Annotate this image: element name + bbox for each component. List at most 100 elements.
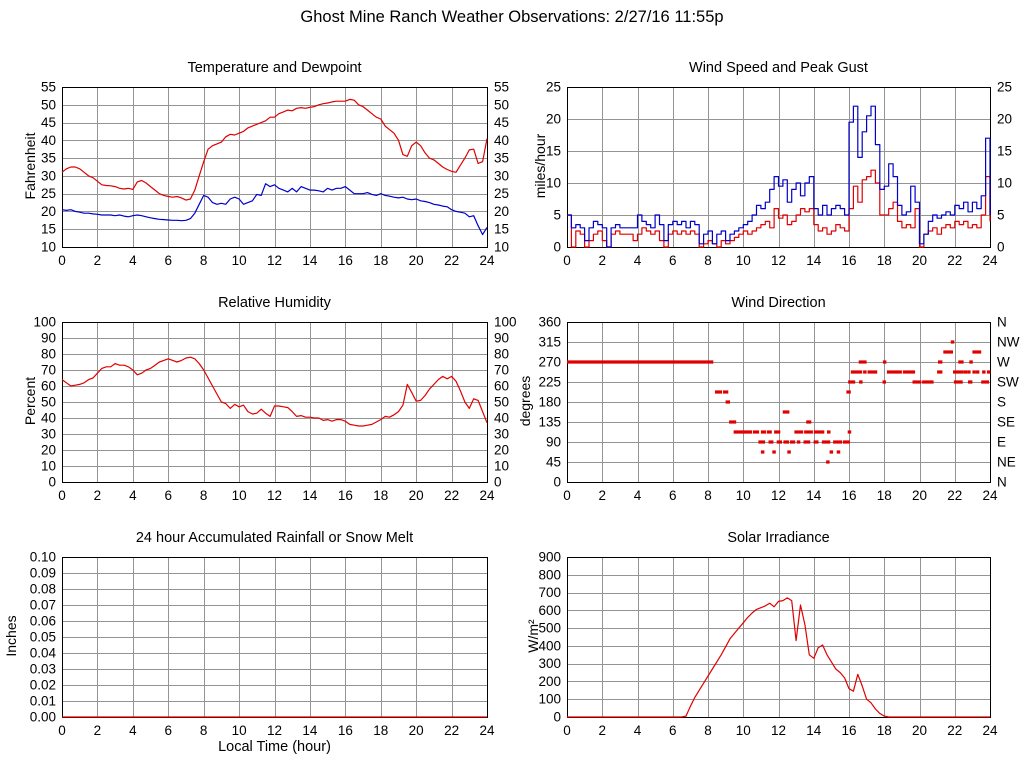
svg-text:8: 8 xyxy=(200,488,208,503)
svg-text:12: 12 xyxy=(771,253,786,268)
svg-text:18: 18 xyxy=(373,253,388,268)
svg-text:55: 55 xyxy=(41,80,56,95)
svg-text:6: 6 xyxy=(669,488,677,503)
svg-text:400: 400 xyxy=(538,638,561,653)
series-temperature xyxy=(61,98,488,201)
svg-text:2: 2 xyxy=(94,253,102,268)
svg-text:10: 10 xyxy=(736,253,751,268)
svg-text:60: 60 xyxy=(494,379,509,394)
svg-text:24: 24 xyxy=(982,253,998,268)
svg-text:60: 60 xyxy=(41,379,56,394)
svg-text:18: 18 xyxy=(877,253,892,268)
svg-text:0.09: 0.09 xyxy=(30,566,56,581)
svg-text:24: 24 xyxy=(479,488,495,503)
svg-text:6: 6 xyxy=(669,723,677,738)
series-wind-direction xyxy=(567,340,991,464)
svg-text:35: 35 xyxy=(41,151,56,166)
svg-text:16: 16 xyxy=(841,723,856,738)
svg-text:90: 90 xyxy=(41,331,56,346)
svg-text:30: 30 xyxy=(41,427,56,442)
svg-text:22: 22 xyxy=(444,488,459,503)
svg-text:0.00: 0.00 xyxy=(30,710,56,725)
svg-text:40: 40 xyxy=(494,133,509,148)
svg-text:NE: NE xyxy=(997,455,1016,470)
svg-text:0: 0 xyxy=(563,488,571,503)
svg-text:0: 0 xyxy=(553,475,561,490)
svg-text:4: 4 xyxy=(634,488,642,503)
svg-text:12: 12 xyxy=(771,488,786,503)
svg-text:2: 2 xyxy=(598,488,606,503)
svg-text:900: 900 xyxy=(538,550,561,565)
svg-text:14: 14 xyxy=(806,253,822,268)
chart-title-temperature-dewpoint: Temperature and Dewpoint xyxy=(187,60,362,76)
svg-text:4: 4 xyxy=(129,488,137,503)
svg-text:40: 40 xyxy=(41,411,56,426)
axis-tick-labels: 0 2 4 6 8 10 12 14 16 18 20 22 240.000.010.020.030.0… xyxy=(30,550,495,739)
svg-text:100: 100 xyxy=(538,692,561,707)
svg-text:10: 10 xyxy=(494,459,509,474)
svg-text:270: 270 xyxy=(538,355,561,370)
svg-text:N: N xyxy=(997,315,1007,330)
svg-text:S: S xyxy=(997,395,1006,410)
svg-text:0.05: 0.05 xyxy=(30,630,56,645)
svg-text:W: W xyxy=(997,355,1010,370)
svg-text:0.10: 0.10 xyxy=(30,550,56,565)
svg-text:0.08: 0.08 xyxy=(30,582,56,597)
svg-text:SE: SE xyxy=(997,415,1015,430)
svg-text:10: 10 xyxy=(736,488,751,503)
svg-text:70: 70 xyxy=(494,363,509,378)
page-title: Ghost Mine Ranch Weather Observations: 2… xyxy=(300,8,724,26)
svg-text:24: 24 xyxy=(479,723,495,738)
svg-text:225: 225 xyxy=(538,375,561,390)
svg-text:600: 600 xyxy=(538,603,561,618)
svg-text:2: 2 xyxy=(598,723,606,738)
svg-text:N: N xyxy=(997,475,1007,490)
svg-text:E: E xyxy=(997,435,1006,450)
svg-text:0: 0 xyxy=(58,253,66,268)
svg-text:30: 30 xyxy=(494,168,509,183)
svg-text:16: 16 xyxy=(338,723,353,738)
svg-text:20: 20 xyxy=(409,253,424,268)
svg-text:135: 135 xyxy=(538,415,561,430)
svg-text:22: 22 xyxy=(947,723,962,738)
svg-text:2: 2 xyxy=(598,253,606,268)
svg-text:18: 18 xyxy=(877,723,892,738)
plot-frame xyxy=(62,322,488,483)
svg-text:45: 45 xyxy=(494,115,509,130)
svg-text:55: 55 xyxy=(494,80,509,95)
svg-text:50: 50 xyxy=(494,395,509,410)
svg-text:15: 15 xyxy=(494,222,509,237)
svg-text:4: 4 xyxy=(634,723,642,738)
svg-text:20: 20 xyxy=(41,204,56,219)
chart-title-rainfall: 24 hour Accumulated Rainfall or Snow Mel… xyxy=(135,530,414,546)
svg-text:12: 12 xyxy=(267,488,282,503)
svg-text:25: 25 xyxy=(41,186,56,201)
svg-text:80: 80 xyxy=(494,347,509,362)
series-relative-humidity xyxy=(61,356,488,427)
svg-text:12: 12 xyxy=(267,253,282,268)
svg-text:14: 14 xyxy=(806,488,822,503)
svg-text:18: 18 xyxy=(373,488,388,503)
svg-text:0: 0 xyxy=(553,710,561,725)
svg-text:50: 50 xyxy=(41,395,56,410)
svg-text:0: 0 xyxy=(48,475,56,490)
svg-text:4: 4 xyxy=(634,253,642,268)
svg-text:20: 20 xyxy=(546,112,561,127)
gridlines xyxy=(62,557,488,718)
svg-text:0.04: 0.04 xyxy=(30,646,57,661)
svg-text:360: 360 xyxy=(538,315,561,330)
svg-text:700: 700 xyxy=(538,585,561,600)
svg-text:22: 22 xyxy=(947,488,962,503)
svg-text:16: 16 xyxy=(841,488,856,503)
svg-text:25: 25 xyxy=(997,80,1012,95)
svg-text:8: 8 xyxy=(704,253,712,268)
svg-text:14: 14 xyxy=(302,253,318,268)
svg-text:35: 35 xyxy=(494,151,509,166)
svg-text:6: 6 xyxy=(164,253,172,268)
svg-text:0.01: 0.01 xyxy=(30,694,56,709)
svg-text:15: 15 xyxy=(41,222,56,237)
svg-text:0.07: 0.07 xyxy=(30,598,56,613)
chart-plot-5: 0 2 4 6 8 10 12 14 16 18 20 22 240100200300400500600… xyxy=(538,550,998,739)
